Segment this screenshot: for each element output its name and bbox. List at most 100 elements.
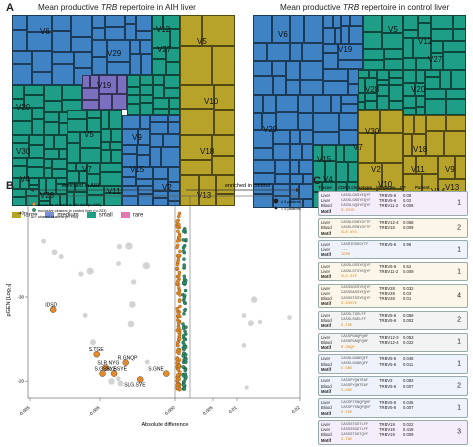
legend-swatch <box>120 212 130 218</box>
v-gene-cell: TRBV5-6 <box>379 317 397 323</box>
v-gene-cell: TRBV28 <box>379 296 395 302</box>
tissue-cell: Liver <box>321 422 331 428</box>
patient-count: 2 <box>457 382 461 390</box>
cf-cell: 0.01 <box>403 296 412 302</box>
cdr3-cell: CASSLTGELFF <box>341 313 367 318</box>
legend-swatch <box>86 212 96 218</box>
motif-value: S.GNE <box>341 367 353 372</box>
motif-value: R.GNQP <box>341 345 355 350</box>
clonotype-group: Liver CASSPGNQPQHF TRBV12-3 0.053 Blood CASSP… <box>318 332 468 353</box>
v-gene-cell: TRBV5-6 <box>379 400 397 406</box>
tissue-cell: Liver <box>321 263 331 269</box>
shared-cluster-point <box>108 378 115 385</box>
cf-cell: 0.045 <box>403 400 414 406</box>
aih-cluster-point <box>177 211 182 216</box>
table-header: Tissue CDR3 clonotype Vβ genes CF Patien… <box>318 184 430 190</box>
control-cluster-point <box>182 387 187 391</box>
legend-swatch <box>45 212 55 218</box>
cdr3-cell: CASSSSGDTLFF <box>341 427 369 432</box>
legend-label: medium <box>57 212 79 219</box>
y-tick-label: -40 <box>17 210 24 215</box>
motif-annotation: SL.SSYE <box>106 367 128 373</box>
cf-cell: 0.011 <box>403 361 414 367</box>
cf-cell: 0.045 <box>403 356 414 362</box>
aih-cluster-point <box>177 214 181 219</box>
motif-value: S.GNE <box>341 389 353 394</box>
size-legend-large <box>273 198 279 204</box>
panel-b-letter: B <box>6 180 14 192</box>
v-gene-cell: TRBV12-4 <box>379 339 399 345</box>
control-cluster-point <box>183 345 188 349</box>
tissue-cell: Liver <box>321 427 331 433</box>
table-row: Blood CASSPYQNTEAF TRBV5-6 0.007 <box>321 383 467 389</box>
y-tick-label: -20 <box>17 379 24 384</box>
x-tick-label: 0.01 <box>228 405 238 415</box>
table-row: Liver CASSPYQNTEAF TRBV2 0.082 <box>321 378 467 383</box>
tissue-cell: Blood <box>321 317 332 323</box>
plot-frame <box>27 195 301 399</box>
control-cluster-point <box>182 383 186 387</box>
motif-annotation: SLR.NYG <box>97 361 119 367</box>
v-gene-cell: TRBV19 <box>379 422 395 428</box>
control-cluster-point <box>182 312 186 316</box>
shared-cluster-point <box>247 320 254 327</box>
motif-label: Motif <box>321 230 331 236</box>
aih-cluster-point <box>175 383 180 387</box>
shared-cluster-point <box>58 254 64 260</box>
shared-cluster-point <box>116 261 122 266</box>
legend-marker <box>32 208 36 212</box>
clonotype-group: Liver CASSPYQNTEAF TRBV2 0.082 Blood CASSPYQN… <box>318 376 468 396</box>
clonotype-group: Liver CASRIDSDGYTF TRBV5-6 0.96 Liver --- Moti… <box>318 239 468 260</box>
left-treemap-title: Mean productive TRB repertoire in AIH li… <box>38 3 196 12</box>
aih-cluster-point <box>177 222 181 227</box>
motif-value: S.GSSYE <box>341 301 357 306</box>
patient-count: 1 <box>457 404 461 412</box>
enriched-aih-label: enriched in AIH <box>62 183 99 189</box>
aih-cluster-point <box>178 370 182 374</box>
shared-cluster-point <box>257 319 263 325</box>
cdr3-cell: CASSPTSNQPQHF <box>341 400 371 405</box>
y-tick-label: -30 <box>17 295 24 300</box>
tissue-cell: Blood <box>321 361 332 367</box>
cf-cell: 0.002 <box>403 317 414 323</box>
motif-label: Motif <box>321 345 331 350</box>
tissue-cell: Liver <box>321 400 331 406</box>
control-cluster-point <box>181 249 186 254</box>
control-cluster-point <box>181 365 185 369</box>
motif-annotation: SLG.SYE <box>124 382 146 388</box>
v-gene-cell: TRBV11-2 <box>379 203 399 209</box>
table-row: Liver --- <box>321 247 467 252</box>
motif-row: Motif S.TGE <box>321 438 467 443</box>
clonotype-group: Liver CASSLGGNEQFF TRBV5-6 0.045 Blood CASSLG… <box>318 354 468 374</box>
aih-cluster-point <box>177 270 182 275</box>
cdr3-cell: CASSLGSSYEQYF <box>341 264 371 269</box>
motif-row: Motif R.GNQP <box>321 345 467 350</box>
tissue-cell: Liver <box>321 242 331 247</box>
table-row: Blood CASSLRSNYGYTF TRBV18 0.009 <box>321 225 467 230</box>
cdr3-cell: CASSLGHSYEQYF <box>341 193 371 198</box>
cdr3-cell: CASSPYQNTEAF <box>341 384 369 389</box>
motif-label: Motif <box>321 437 331 443</box>
v-gene-cell: TRBV5-6 <box>379 405 397 411</box>
x-axis-label: Absolute difference <box>142 422 189 428</box>
legend-marker <box>32 214 36 218</box>
control-cluster-point <box>183 372 188 377</box>
panel-a-letter: A <box>6 2 14 14</box>
cdr3-cell: CASSPTSNQPQHF <box>341 405 371 410</box>
v-gene-cell: TRBV11-2 <box>379 269 399 275</box>
legend-item: exclusive clusters in control liver (n=2… <box>38 209 107 213</box>
right-treemap-title: Mean productive TRB repertoire in contro… <box>280 3 450 12</box>
aih-cluster-point <box>177 235 181 240</box>
aih-cluster-point <box>176 313 181 318</box>
cdr3-cell: CASSPGNQPQHF <box>341 335 369 340</box>
cf-cell: 0.058 <box>403 220 414 226</box>
shared-cluster-point <box>127 320 135 328</box>
table-row: Liver CASSGASSYEQYF TRBV28 0.03 <box>321 291 467 296</box>
tissue-cell: Blood <box>321 405 332 411</box>
aih-cluster-point <box>178 337 182 341</box>
cf-cell: 0.082 <box>403 378 414 384</box>
motif-row: Motif S.GNE <box>321 367 467 372</box>
patient-count: 1 <box>457 199 461 207</box>
cdr3-cell: CASSLSGELFF <box>341 318 367 323</box>
cdr3-cell: CASSGASSYEQYF <box>341 291 371 296</box>
